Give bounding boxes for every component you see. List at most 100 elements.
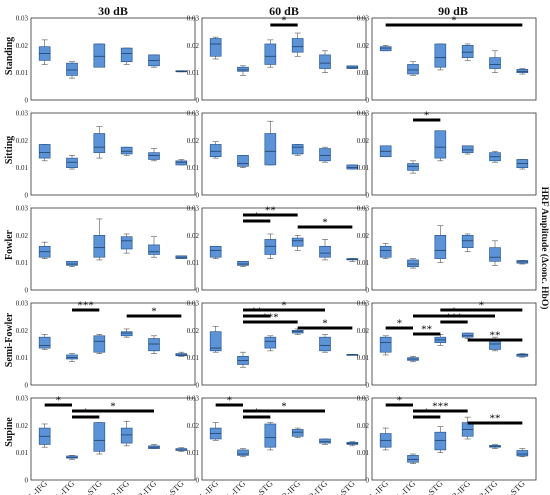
y-tick-label: 0.01 — [357, 259, 370, 267]
y-tick-label: 0.03 — [187, 300, 200, 308]
row-label-standing: Standing — [4, 37, 15, 75]
row-label-fowler: Fowler — [4, 229, 15, 260]
box-l-itg — [66, 455, 78, 460]
box-l-ifg — [38, 334, 51, 350]
box-body — [93, 43, 106, 68]
y-tick-label: 0.01 — [357, 69, 370, 77]
box-l-ifg — [38, 144, 51, 162]
panel-frame — [371, 17, 537, 101]
panel-standing-60-db: 0 0.01 0.02 0.03 * — [187, 15, 367, 105]
panel-supine-30-db: 0 0.01 0.02 0.03 * * * — [16, 395, 196, 485]
box-body — [264, 239, 277, 255]
significance-label: * — [281, 401, 287, 413]
box-r-stg — [346, 354, 359, 356]
y-tick-label: 0 — [366, 477, 370, 485]
box-l-itg — [66, 353, 78, 363]
box-l-itg — [237, 260, 249, 268]
y-tick-label: 0 — [196, 382, 200, 390]
box-l-itg — [237, 351, 249, 368]
y-tick-label: 0 — [25, 382, 29, 390]
box-body — [209, 331, 222, 352]
box-r-stg — [516, 448, 529, 458]
box-r-itg — [489, 240, 501, 266]
y-tick-label: 0.02 — [187, 42, 200, 50]
y-tick-label: 0.03 — [16, 15, 29, 23]
box-r-ifg — [291, 235, 304, 251]
significance-label: * — [254, 407, 260, 419]
panel-frame — [201, 302, 367, 386]
box-body — [237, 66, 249, 72]
box-body — [379, 46, 392, 52]
box-body — [489, 247, 501, 262]
panel-supine-90-db: 00.010.020.03 * **** ** — [357, 395, 537, 485]
category-label-r-stg: R-STG — [332, 478, 356, 495]
y-tick-label: 0.01 — [187, 164, 200, 172]
box-body — [379, 336, 392, 353]
category-label-l-itg: L-ITG — [225, 478, 248, 495]
y-tick-label: 0.02 — [187, 422, 200, 430]
y-tick-label: 0.02 — [187, 327, 200, 335]
box-body — [120, 146, 133, 155]
column-title-30db: 30 dB — [98, 4, 128, 18]
box-l-ifg — [38, 39, 51, 65]
box-l-stg — [93, 218, 106, 261]
y-tick-label: 0.01 — [16, 449, 29, 457]
box-r-itg — [319, 438, 331, 445]
box-body — [66, 62, 78, 76]
box-body — [148, 338, 160, 352]
box-l-stg — [434, 43, 447, 71]
box-l-itg — [407, 453, 419, 464]
y-tick-label: 0 — [366, 287, 370, 295]
y-tick-label: 0.01 — [16, 259, 29, 267]
box-body — [291, 38, 304, 53]
box-body — [175, 160, 188, 166]
box-r-stg — [346, 441, 359, 447]
box-l-itg — [407, 355, 419, 363]
significance-label: * — [227, 395, 233, 407]
box-body — [461, 145, 474, 153]
box-body — [264, 133, 277, 166]
box-body — [209, 38, 222, 57]
y-tick-label: 0.03 — [16, 300, 29, 308]
y-tick-label: 0 — [25, 477, 29, 485]
box-body — [264, 43, 277, 65]
y-tick-label: 0 — [25, 192, 29, 200]
category-label-l-itg: L-ITG — [395, 478, 418, 495]
panel-semi-fowler-90-db: 00.010.020.03 ****** ** ** — [357, 300, 537, 390]
box-body — [237, 449, 249, 456]
significance-label: * — [451, 15, 457, 27]
panel-frame — [30, 17, 196, 101]
y-tick-label: 0.03 — [357, 300, 370, 308]
y-tick-label: 0.01 — [187, 259, 200, 267]
box-r-stg — [516, 353, 529, 358]
row-label-supine: Supine — [4, 417, 15, 447]
category-labels: L-IFG L-ITG L-STG R-IFG R-ITG R-STG L-IFG L-ITG… — [27, 478, 527, 495]
significance-label: * — [397, 395, 403, 407]
y-tick-label: 0.03 — [16, 395, 29, 403]
panel-fowler-30-db: 0 0.01 0.02 0.03 — [16, 205, 196, 295]
y-tick-label: 0.02 — [357, 327, 370, 335]
panel-frame — [371, 207, 537, 291]
box-l-stg — [434, 225, 447, 263]
box-l-ifg — [209, 325, 222, 353]
box-r-ifg — [120, 47, 133, 65]
box-r-itg — [148, 444, 160, 449]
y-tick-label: 0.03 — [357, 205, 370, 213]
box-r-stg — [175, 70, 188, 73]
category-label-r-stg: R-STG — [502, 478, 526, 495]
box-r-ifg — [120, 420, 133, 447]
panel-frame — [30, 207, 196, 291]
y-tick-label: 0.02 — [357, 422, 370, 430]
y-tick-label: 0.03 — [187, 15, 200, 23]
y-tick-label: 0 — [366, 192, 370, 200]
box-body — [237, 155, 249, 167]
panel-frame — [30, 112, 196, 196]
box-body — [319, 245, 331, 258]
significance-label: *** — [262, 312, 279, 324]
box-l-ifg — [379, 335, 392, 356]
y-tick-label: 0.02 — [16, 327, 29, 335]
box-body — [379, 245, 392, 258]
box-r-ifg — [291, 32, 304, 57]
panel-frame — [201, 112, 367, 196]
